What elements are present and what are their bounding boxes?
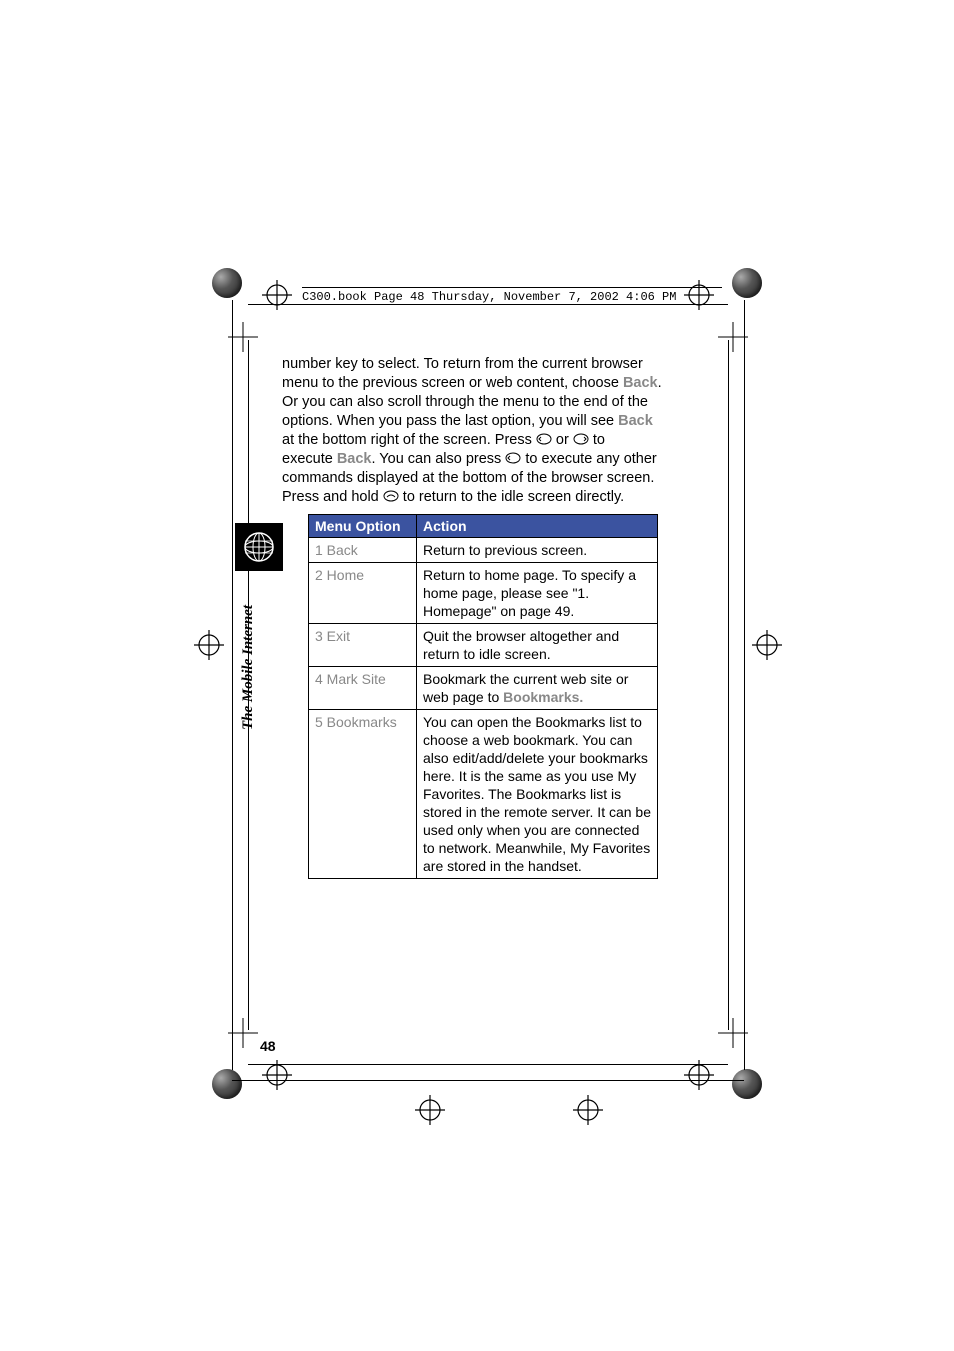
left-softkey-icon xyxy=(536,432,552,446)
corner-circle-bl xyxy=(212,1069,242,1099)
opt-home: 2 Home xyxy=(309,563,417,624)
frame-top-inner xyxy=(248,304,728,305)
corner-circle-tr xyxy=(732,268,762,298)
opt-back: 1 Back xyxy=(309,538,417,563)
frame-right-inner xyxy=(728,340,729,1030)
act-bookmarks: You can open the Bookmarks list to choos… xyxy=(417,710,658,879)
corner-circle-tl xyxy=(212,268,242,298)
para-l5c: to xyxy=(589,432,605,448)
globe-icon xyxy=(241,529,277,565)
act-exit: Quit the browser altogether and return t… xyxy=(417,624,658,667)
para-l6a: execute xyxy=(282,451,337,467)
reg-mark-bot-mid1 xyxy=(415,1095,445,1125)
para-l3: Or you can also scroll through the menu … xyxy=(282,394,648,410)
left-softkey-icon-2 xyxy=(505,451,521,465)
body-paragraph: number key to select. To return from the… xyxy=(282,355,662,507)
para-l2c: . xyxy=(658,375,662,391)
table-row: 5 Bookmarks You can open the Bookmarks l… xyxy=(309,710,658,879)
bookmarks-word: Bookmarks. xyxy=(503,689,583,705)
reg-mark-top-left xyxy=(262,280,292,310)
frame-bot-inner xyxy=(248,1064,728,1065)
table-row: 3 Exit Quit the browser altogether and r… xyxy=(309,624,658,667)
para-l8a: Press and hold xyxy=(282,489,383,505)
reg-mark-left-mid xyxy=(194,630,224,660)
back-word-2: Back xyxy=(618,413,653,429)
frame-bot-outer xyxy=(232,1080,744,1081)
header-rule xyxy=(302,287,722,288)
para-l8b: to return to the idle screen directly. xyxy=(399,489,624,505)
para-l5a: at the bottom right of the screen. Press xyxy=(282,432,536,448)
corner-circle-br xyxy=(732,1069,762,1099)
end-key-icon xyxy=(383,489,399,503)
back-word-3: Back xyxy=(337,451,372,467)
header-text: C300.book Page 48 Thursday, November 7, … xyxy=(302,290,676,304)
act-back: Return to previous screen. xyxy=(417,538,658,563)
right-softkey-icon xyxy=(573,432,589,446)
para-l5b: or xyxy=(552,432,573,448)
col-menu-option: Menu Option xyxy=(309,515,417,538)
back-word-1: Back xyxy=(623,375,658,391)
act-mark-site: Bookmark the current web site or web pag… xyxy=(417,667,658,710)
col-action: Action xyxy=(417,515,658,538)
reg-mark-bot-mid2 xyxy=(573,1095,603,1125)
para-l7: commands displayed at the bottom of the … xyxy=(282,470,654,486)
opt-exit: 3 Exit xyxy=(309,624,417,667)
para-l2a: menu to the previous screen or web conte… xyxy=(282,375,623,391)
frame-right-outer xyxy=(744,300,745,1070)
reg-mark-right-mid xyxy=(752,630,782,660)
frame-left-outer xyxy=(232,300,233,1070)
table-header-row: Menu Option Action xyxy=(309,515,658,538)
opt-bookmarks: 5 Bookmarks xyxy=(309,710,417,879)
browser-menu-table: Menu Option Action 1 Back Return to prev… xyxy=(308,514,658,879)
para-l4a: options. When you pass the last option, … xyxy=(282,413,618,429)
para-l1: number key to select. To return from the… xyxy=(282,356,643,372)
table-row: 1 Back Return to previous screen. xyxy=(309,538,658,563)
table-row: 2 Home Return to home page. To specify a… xyxy=(309,563,658,624)
sidebar-section-label: The Mobile Internet xyxy=(240,605,257,730)
table-row: 4 Mark Site Bookmark the current web sit… xyxy=(309,667,658,710)
globe-tab xyxy=(235,523,283,571)
para-l6c: . You can also press xyxy=(372,451,506,467)
page-number: 48 xyxy=(260,1038,276,1054)
reg-mark-top-right xyxy=(684,280,714,310)
act-home: Return to home page. To specify a home p… xyxy=(417,563,658,624)
opt-mark-site: 4 Mark Site xyxy=(309,667,417,710)
para-l6d: to execute any other xyxy=(521,451,656,467)
